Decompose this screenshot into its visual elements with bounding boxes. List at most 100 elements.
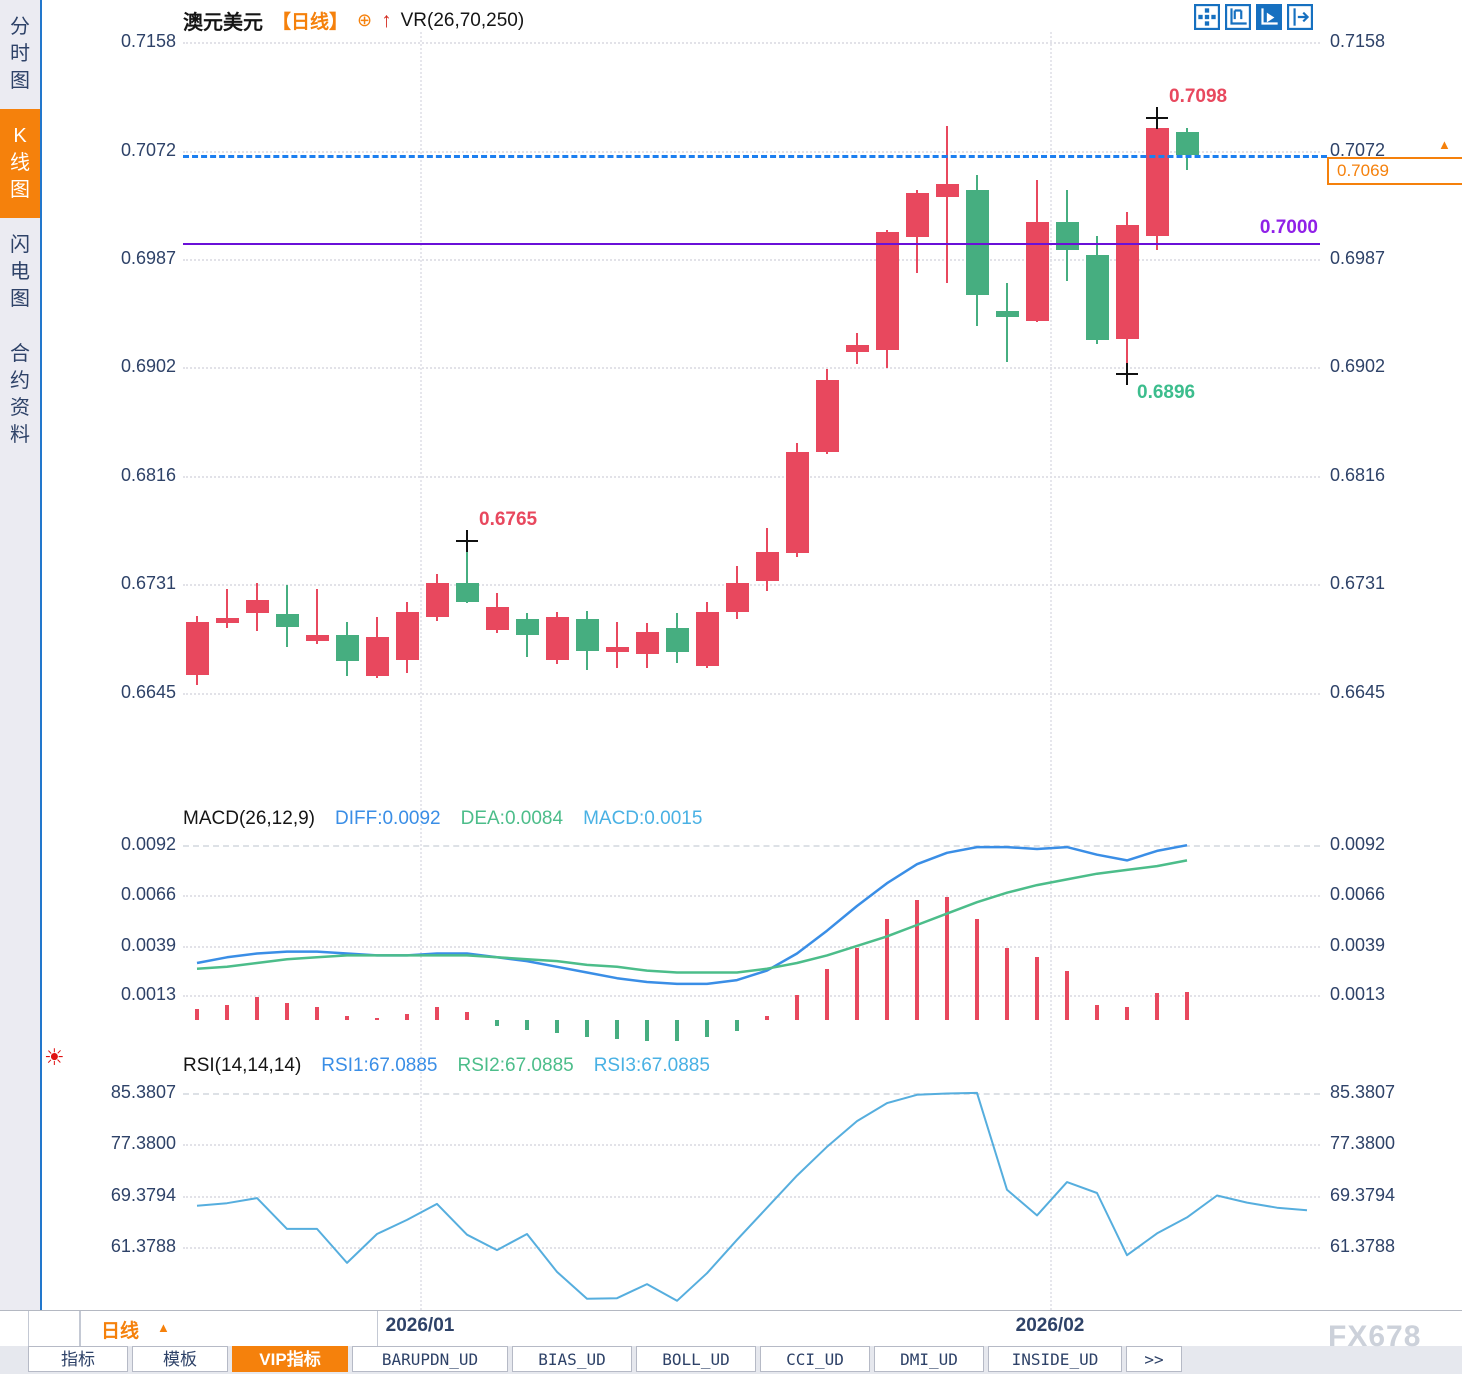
price-gridline [183,366,1320,369]
x-axis-strip: 日线 ▲ 2026/01 2026/02 [0,1310,1462,1347]
macd-histogram-bar [795,995,799,1020]
vertical-gridline-1 [420,32,422,1310]
rsi3-value: RSI3:67.0885 [593,1055,710,1076]
macd-panel-header: MACD(26,12,9) DIFF:0.0092 DEA:0.0084 MAC… [183,808,702,830]
tab-VIP指标[interactable]: VIP指标 [232,1346,348,1372]
macd-gridline [183,945,1320,948]
price-axis-label-right: 0.6816 [1330,465,1386,485]
sidebar: 分 时 图 K 线 图闪 电 图合 约 资 料 [0,0,42,1310]
candle-body [666,628,689,653]
candle-body [276,614,299,627]
price-gridline [183,259,1320,261]
candle-wick [1006,283,1008,362]
period-selector[interactable]: 日线 ▲ [80,1311,378,1347]
macd-histogram-bar [1155,993,1159,1020]
candle-body [906,193,929,238]
x-axis-label-feb: 2026/02 [1015,1315,1085,1336]
tab-INSIDE_UD[interactable]: INSIDE_UD [988,1346,1122,1372]
sidebar-tab-3[interactable]: 闪 电 图 [10,234,30,310]
candle-wick [316,588,318,644]
macd-axis-label-left: 0.0039 [120,934,176,955]
macd-dea-value: DEA:0.0084 [460,808,564,829]
price-axis-label-left: 0.7072 [120,140,176,161]
macd-histogram-bar [255,997,259,1020]
macd-histogram-bar [645,1020,649,1041]
candle-body [366,637,389,677]
price-marker-cross [1146,107,1168,130]
macd-histogram-bar [975,919,979,1020]
axis-autofit-icon[interactable] [1256,4,1282,30]
macd-histogram-bar [945,896,949,1020]
macd-title: MACD(26,12,9) [183,808,315,829]
pane-toggle-icon[interactable] [1287,4,1313,30]
support-price-line [183,242,1320,245]
candle-body [426,582,449,617]
candle-body [216,618,239,624]
rsi-title: RSI(14,14,14) [183,1055,302,1076]
macd-histogram-bar [195,1008,199,1020]
macd-histogram-bar [1185,991,1189,1020]
axis-range-icon[interactable] [1225,4,1251,30]
candle-body [456,582,479,602]
macd-histogram-bar [465,1012,469,1020]
macd-histogram-bar [285,1002,289,1020]
macd-histogram-bar [885,919,889,1020]
tab-BARUPDN_UD[interactable]: BARUPDN_UD [352,1346,508,1372]
candle-wick [616,621,618,668]
triangle-up-icon: ▲ [157,1320,170,1335]
candle-body [1116,224,1139,339]
macd-histogram-bar [675,1020,679,1041]
rsi-axis-label-right: 69.3794 [1330,1184,1396,1205]
rsi-axis-label-right: 77.3800 [1330,1133,1396,1154]
macd-histogram-bar [1035,957,1039,1020]
candle-body [1026,222,1049,322]
tab-CCI_UD[interactable]: CCI_UD [760,1346,870,1372]
tab-DMI_UD[interactable]: DMI_UD [874,1346,984,1372]
symbol-title: 澳元美元 [183,12,263,34]
candle-body [966,190,989,295]
candle-wick [466,540,468,603]
macd-histogram-bar [1065,970,1069,1020]
macd-histogram-bar [315,1006,319,1020]
macd-histogram-bar [735,1020,739,1032]
macd-histogram-bar [405,1014,409,1020]
sidebar-tab-4[interactable]: 合 约 资 料 [10,343,30,446]
macd-gridline [183,894,1320,897]
price-axis-label-right: 0.6902 [1330,355,1386,376]
candle-wick [526,613,528,658]
macd-axis-label-left: 0.0092 [120,834,176,855]
sidebar-tab-2[interactable]: K 线 图 [0,109,40,218]
rsi-axis-label-right: 61.3788 [1330,1236,1396,1256]
pan-crosshair-icon[interactable] [1194,4,1220,30]
candle-body [486,606,509,630]
tab-BIAS_UD[interactable]: BIAS_UD [512,1346,632,1372]
sidebar-tab-1[interactable]: 分 时 图 [10,16,30,92]
price-marker-cross [456,529,478,552]
tab-more-button[interactable]: >> [1126,1346,1182,1372]
candle-body [1176,132,1199,155]
price-axis-label-left: 0.6645 [120,682,176,702]
macd-histogram-bar [555,1020,559,1034]
candle-body [576,619,599,652]
tab-模板[interactable]: 模板 [132,1346,228,1372]
tab-指标[interactable]: 指标 [28,1346,128,1372]
rsi-axis-label-left: 77.3800 [110,1133,176,1154]
price-axis-label-left: 0.6902 [120,355,176,376]
current-price-badge: 0.7069 [1327,156,1462,185]
annotation-0.7098: 0.7098 [1169,86,1228,108]
circle-plus-icon[interactable]: ⊕ [357,10,373,30]
macd-axis-label-right: 0.0013 [1330,984,1386,1005]
price-axis-label-right: 0.6645 [1330,682,1386,702]
macd-histogram-bar [345,1016,349,1020]
overlay-indicator-label: VR(26,70,250) [400,9,525,31]
macd-histogram-bar [225,1004,229,1020]
tab-BOLL_UD[interactable]: BOLL_UD [636,1346,756,1372]
macd-gridline [183,995,1320,998]
macd-histogram-bar [705,1020,709,1038]
price-gridline [183,476,1320,478]
macd-axis-label-right: 0.0092 [1330,834,1386,855]
candle-body [1086,255,1109,341]
macd-histogram-bar [1005,947,1009,1020]
annotation-0.6765: 0.6765 [479,508,538,530]
candle-body [606,647,629,653]
